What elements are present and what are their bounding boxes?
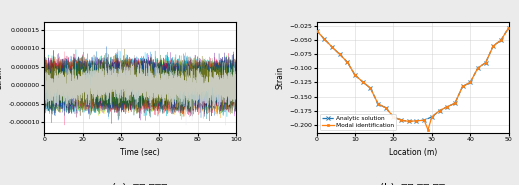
Modal identification	[313, 30, 320, 32]
Analytic solution	[506, 27, 512, 29]
Analytic solution	[367, 87, 374, 89]
Analytic solution	[383, 107, 389, 109]
Line: Modal identification: Modal identification	[315, 26, 510, 131]
Modal identification	[383, 107, 389, 109]
Modal identification	[444, 106, 450, 108]
Analytic solution	[429, 116, 435, 118]
Modal identification	[436, 110, 443, 112]
Modal identification	[352, 74, 358, 76]
Modal identification	[329, 46, 335, 48]
Modal identification	[475, 67, 481, 69]
Analytic solution	[444, 106, 450, 108]
Analytic solution	[375, 103, 381, 105]
Modal identification	[367, 87, 374, 89]
Analytic solution	[329, 46, 335, 48]
Analytic solution	[498, 39, 504, 41]
Modal identification	[483, 62, 489, 64]
Modal identification	[360, 81, 366, 83]
Modal identification	[344, 61, 350, 63]
Analytic solution	[352, 74, 358, 76]
Modal identification	[498, 39, 504, 41]
Modal identification	[467, 81, 473, 84]
Analytic solution	[398, 119, 404, 121]
Line: Analytic solution: Analytic solution	[315, 26, 510, 123]
Legend: Analytic solution, Modal identification: Analytic solution, Modal identification	[320, 114, 397, 130]
Modal identification	[406, 120, 412, 122]
Modal identification	[390, 116, 397, 118]
Modal identification	[459, 85, 466, 88]
Analytic solution	[321, 38, 327, 40]
Analytic solution	[483, 62, 489, 64]
Analytic solution	[452, 102, 458, 105]
Y-axis label: Strain: Strain	[275, 66, 284, 89]
Text: (a)  계측 변형률: (a) 계측 변형률	[113, 182, 168, 185]
Analytic solution	[475, 67, 481, 69]
Modal identification	[421, 119, 427, 121]
Modal identification	[452, 102, 458, 105]
Analytic solution	[459, 85, 466, 88]
Modal identification	[429, 116, 435, 118]
Analytic solution	[467, 81, 473, 84]
Text: (b)  모드 형상 비교: (b) 모드 형상 비교	[380, 182, 445, 185]
Analytic solution	[436, 110, 443, 112]
Analytic solution	[421, 119, 427, 121]
Analytic solution	[360, 81, 366, 83]
Modal identification	[506, 27, 512, 29]
Analytic solution	[413, 120, 419, 122]
Modal identification	[425, 129, 431, 131]
Modal identification	[337, 53, 343, 55]
Y-axis label: Strain: Strain	[0, 66, 3, 89]
Analytic solution	[344, 61, 350, 63]
Analytic solution	[390, 116, 397, 118]
Analytic solution	[406, 120, 412, 122]
Modal identification	[398, 119, 404, 121]
Modal identification	[413, 120, 419, 122]
Modal identification	[490, 45, 496, 47]
Analytic solution	[337, 53, 343, 55]
Analytic solution	[490, 45, 496, 47]
Analytic solution	[313, 30, 320, 32]
Modal identification	[321, 38, 327, 40]
X-axis label: Location (m): Location (m)	[389, 148, 437, 157]
Modal identification	[375, 103, 381, 105]
X-axis label: Time (sec): Time (sec)	[120, 148, 160, 157]
